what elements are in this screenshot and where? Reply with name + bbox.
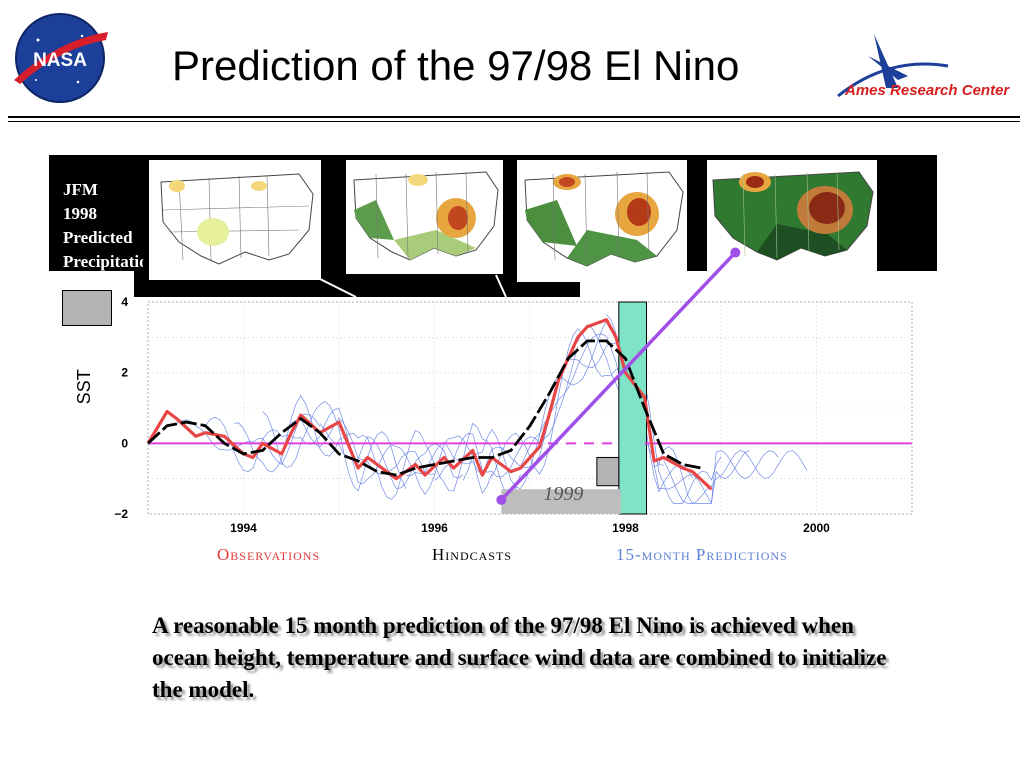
inset-bar xyxy=(501,489,621,514)
y-axis-label: SST xyxy=(74,369,94,404)
highlight-band xyxy=(618,301,648,515)
page-title: Prediction of the 97/98 El Nino xyxy=(172,42,740,89)
panel-label: JFM 1998 Predicted Precipitation xyxy=(63,178,143,278)
x-tick-label: 1994 xyxy=(230,521,257,535)
prediction-line xyxy=(348,435,493,495)
prediction-line xyxy=(663,450,808,504)
caption-text: A reasonable 15 month prediction of the … xyxy=(152,613,887,702)
ames-logo xyxy=(837,34,949,98)
svg-text:NASA: NASA xyxy=(33,50,87,71)
y-tick-label: 4 xyxy=(121,295,128,309)
legend-observations: Observations xyxy=(217,545,321,564)
prediction-line xyxy=(634,383,779,505)
y-tick-label: 0 xyxy=(121,436,128,450)
plot-marks: 1999 xyxy=(146,247,912,515)
panel-label-line: Precipitation xyxy=(63,252,143,271)
x-tick-label: 1996 xyxy=(421,521,448,535)
legend-hindcasts: Hindcasts xyxy=(432,545,512,564)
observations-line xyxy=(146,318,713,491)
precipitation-map-2 xyxy=(346,160,503,274)
header-rule-thin xyxy=(8,121,1020,122)
x-tick-label: 1998 xyxy=(612,521,639,535)
prediction-line xyxy=(205,408,349,472)
inset-small-box xyxy=(596,456,620,487)
ames-research-center-label: Ames Research Center xyxy=(845,82,1010,99)
panel-connector xyxy=(495,274,507,298)
panel-label-line: JFM xyxy=(63,180,98,199)
y-tick-label: 2 xyxy=(121,366,128,380)
panel-connector xyxy=(317,277,357,298)
inset-gray-box xyxy=(62,290,112,326)
y-tick-label: −2 xyxy=(114,507,128,521)
x-tick-label: 2000 xyxy=(803,521,830,535)
precipitation-map-3 xyxy=(517,160,687,282)
nasa-logo: NASA xyxy=(14,13,108,103)
prediction-line xyxy=(405,418,550,477)
connector-dot-end xyxy=(730,247,741,258)
precipitation-map-1 xyxy=(149,160,321,280)
prediction-line xyxy=(176,413,321,466)
inset-year-label: 1999 xyxy=(543,483,583,505)
connector-dot-start xyxy=(496,494,507,505)
hindcast-line xyxy=(147,339,703,477)
panel-label-line: Predicted xyxy=(63,228,133,247)
prediction-line xyxy=(233,394,378,473)
header-rule xyxy=(8,116,1020,118)
legend-predictions: 15-month Predictions xyxy=(616,545,788,564)
prediction-line xyxy=(262,400,407,492)
connector-arrow xyxy=(500,251,737,502)
panel-label-line: 1998 xyxy=(63,204,97,223)
axis-ticks: 1994 1996 1998 2000 −2 0 2 4 SST xyxy=(74,295,830,535)
